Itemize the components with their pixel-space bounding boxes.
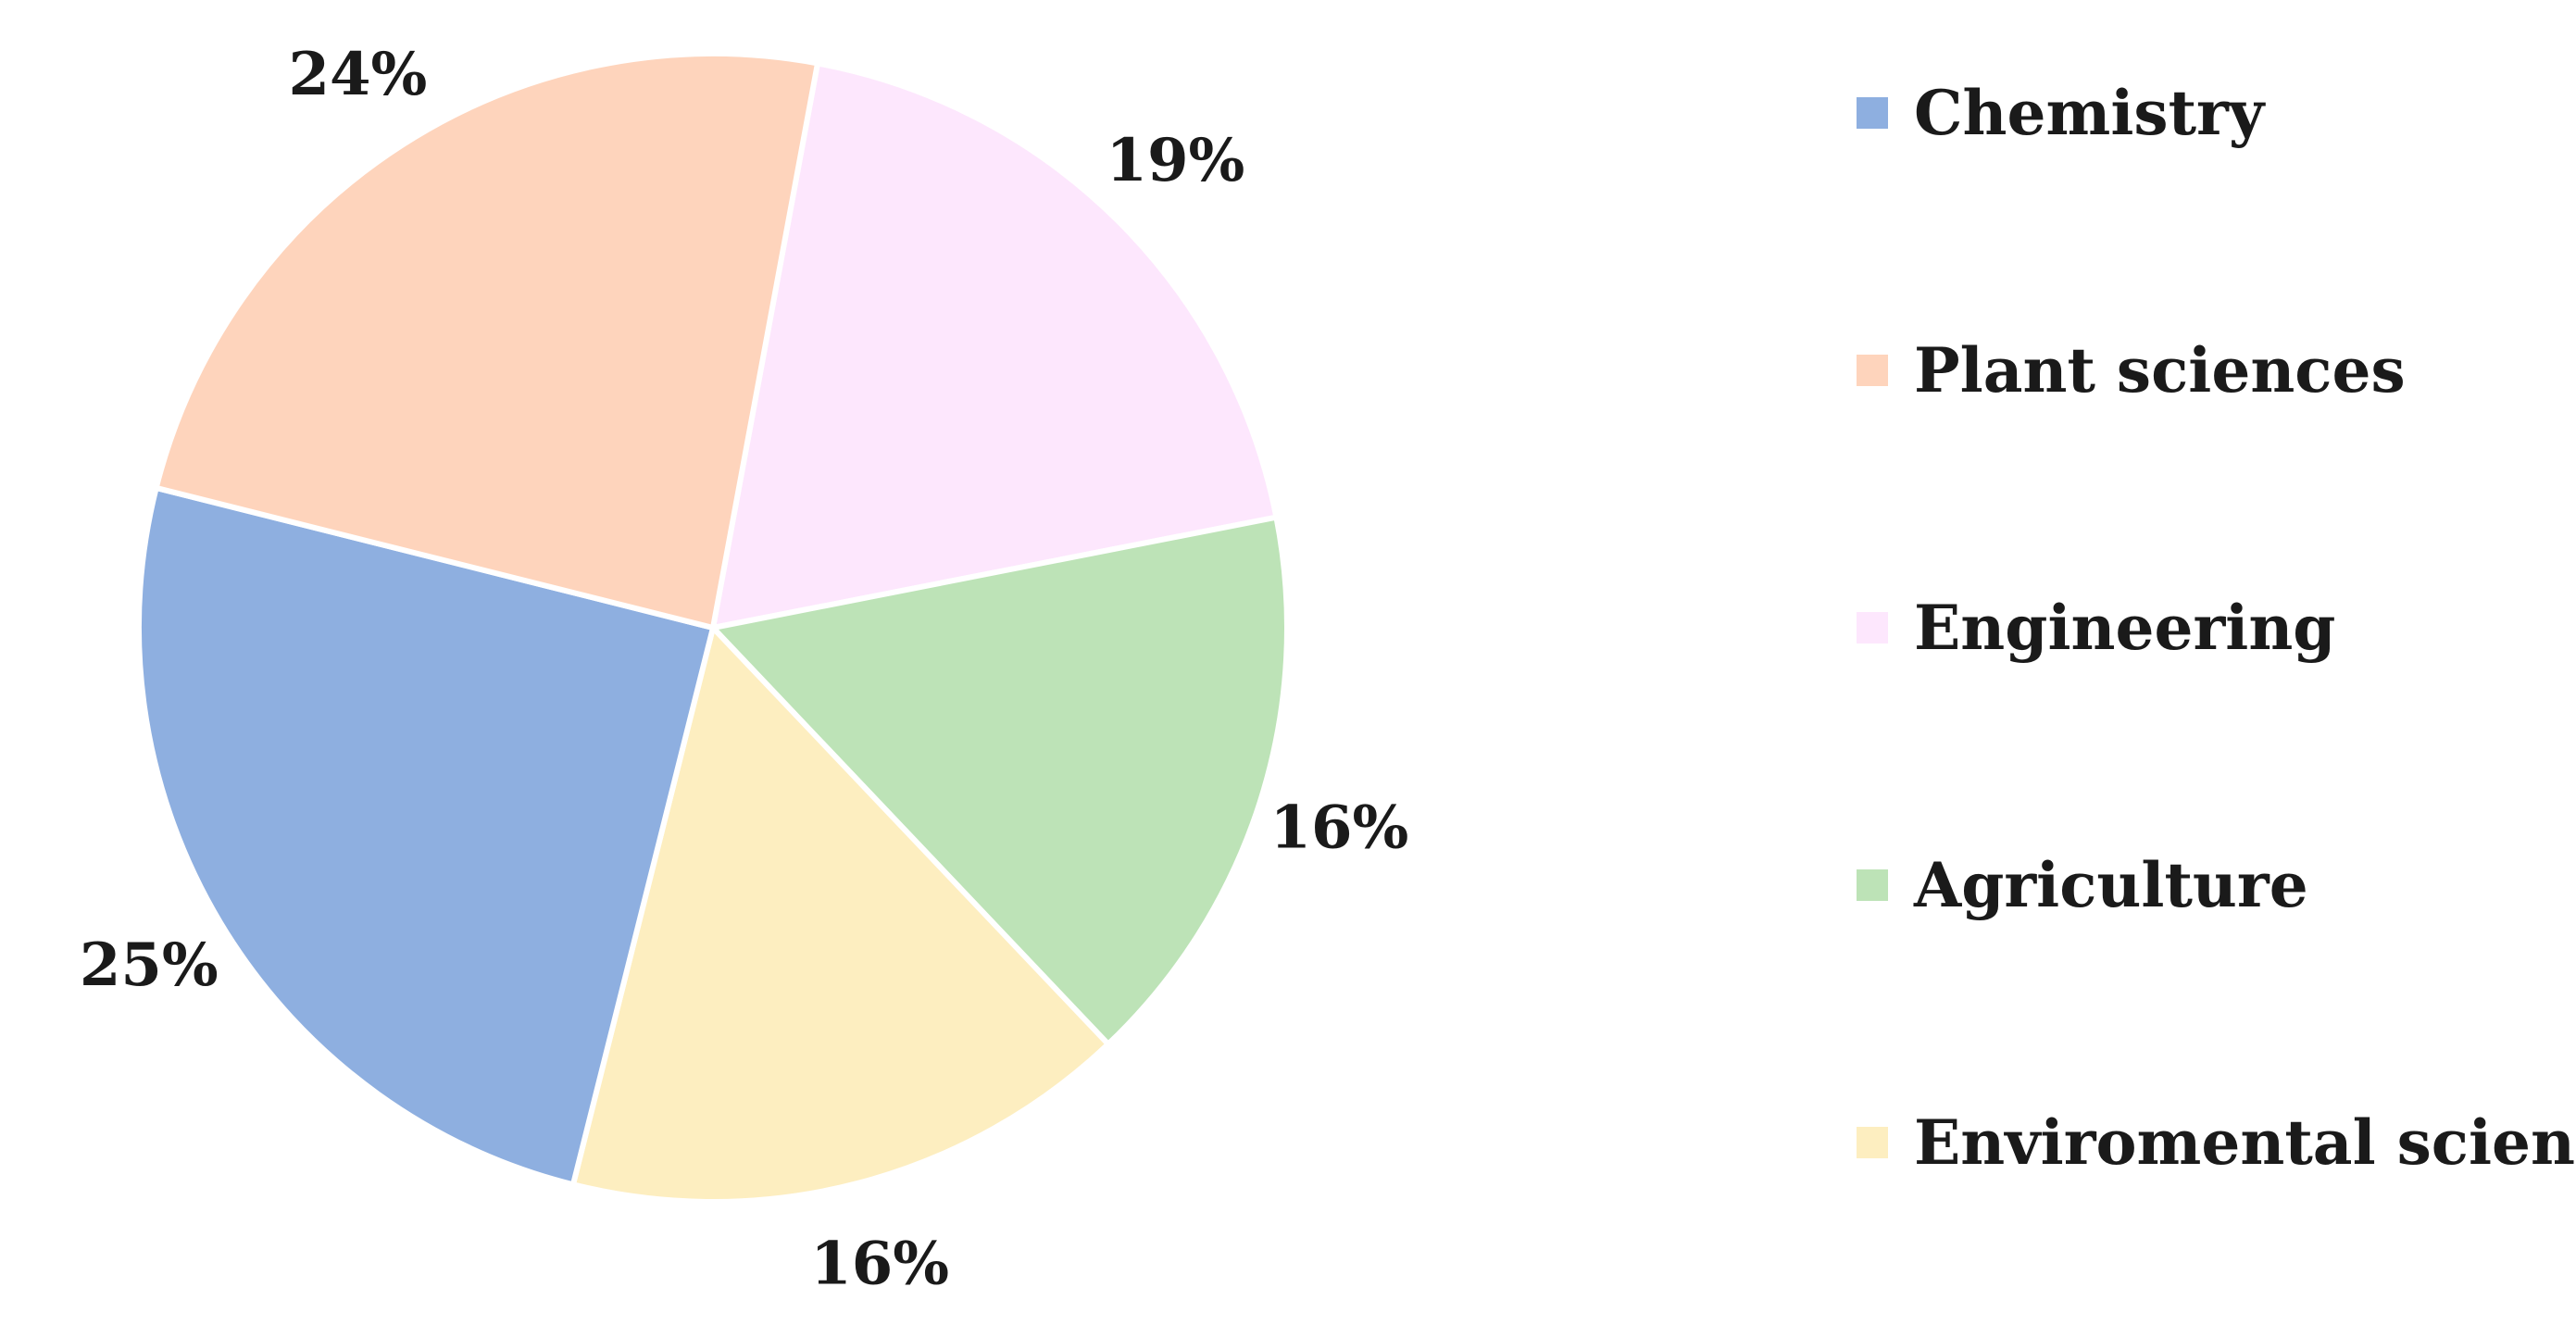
legend-swatch-agriculture	[1857, 869, 1888, 901]
legend: Chemistry Plant sciences Engineering Agricu…	[1857, 77, 2576, 1179]
pie-label-chemistry: 25%	[80, 931, 219, 1000]
pie-slice-chemistry	[136, 484, 716, 1188]
pie-label-plant-sciences: 24%	[288, 40, 427, 109]
pie-slice-plant-sciences	[153, 51, 820, 631]
legend-label-engineering: Engineering	[1914, 592, 2335, 664]
legend-swatch-plant-sciences	[1857, 355, 1888, 386]
pie-slice-engineering	[710, 60, 1280, 631]
legend-item-engineering: Engineering	[1857, 592, 2335, 664]
legend-label-enviromental-sciences: Enviromental sciences	[1914, 1106, 2576, 1179]
legend-item-plant-sciences: Plant sciences	[1857, 334, 2406, 406]
legend-item-agriculture: Agriculture	[1857, 849, 2308, 921]
legend-swatch-engineering	[1857, 612, 1888, 644]
pie-label-engineering: 19%	[1106, 126, 1244, 195]
legend-swatch-chemistry	[1857, 97, 1888, 129]
legend-item-enviromental-sciences: Enviromental sciences	[1857, 1106, 2576, 1179]
legend-label-chemistry: Chemistry	[1914, 77, 2266, 149]
legend-label-agriculture: Agriculture	[1913, 849, 2308, 921]
pie-slice-agriculture	[710, 514, 1290, 1047]
pie-percentage-labels: 19% 16% 16% 25% 24%	[80, 40, 1408, 1298]
pie-label-agriculture: 16%	[1269, 793, 1408, 862]
pie-label-enviromental-sciences: 16%	[810, 1229, 949, 1298]
legend-label-plant-sciences: Plant sciences	[1914, 334, 2406, 406]
pie-slices	[136, 51, 1290, 1205]
pie-slice-enviromental-sciences	[569, 625, 1111, 1205]
legend-item-chemistry: Chemistry	[1857, 77, 2266, 149]
legend-swatch-enviromental-sciences	[1857, 1127, 1888, 1158]
